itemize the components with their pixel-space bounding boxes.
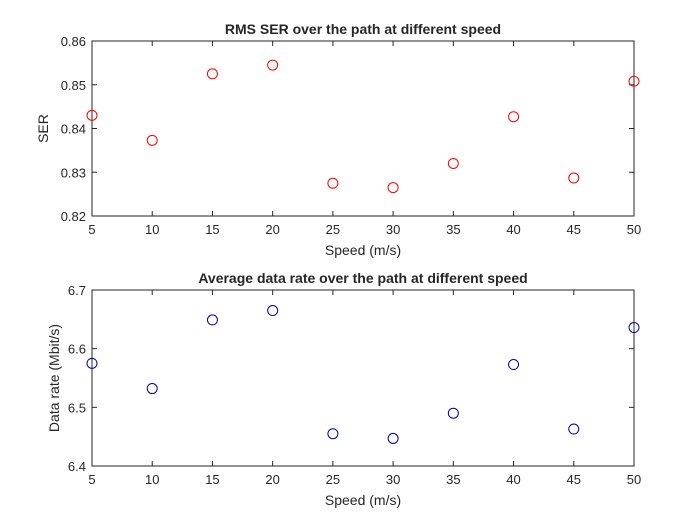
data-point bbox=[508, 111, 520, 123]
data-point bbox=[447, 158, 459, 169]
subplot-1: 5 10 15 20 25 30 35 40 45 50 0.82 0.83 0.84 0.85 0.86 R… bbox=[35, 21, 641, 258]
x-tick-label: 10 bbox=[145, 222, 159, 237]
y-tick-label: 6.5 bbox=[68, 400, 86, 415]
chart-title: RMS SER over the path at different speed bbox=[225, 21, 501, 37]
data-point bbox=[568, 423, 580, 435]
y-tick-label: 0.85 bbox=[61, 78, 86, 93]
x-tick-label: 20 bbox=[265, 472, 279, 487]
data-point bbox=[327, 177, 339, 189]
data-point bbox=[508, 359, 520, 371]
x-tick-label: 50 bbox=[627, 222, 641, 237]
x-tick-label: 15 bbox=[205, 222, 219, 237]
x-tick-label: 25 bbox=[326, 472, 340, 487]
x-tick-label: 30 bbox=[386, 472, 400, 487]
x-axis-label: Speed (m/s) bbox=[325, 242, 401, 258]
data-point bbox=[267, 305, 279, 317]
x-tick-label: 40 bbox=[506, 472, 520, 487]
subplot-2: 5 10 15 20 25 30 35 40 45 50 6.4 6.5 6.6 6.7 Average d… bbox=[46, 270, 641, 508]
data-point bbox=[447, 407, 459, 419]
data-point bbox=[387, 182, 399, 194]
x-tick-label: 25 bbox=[326, 222, 340, 237]
y-tick-label: 0.82 bbox=[61, 209, 86, 224]
x-tick-label: 50 bbox=[627, 472, 641, 487]
plot-area bbox=[91, 289, 635, 467]
data-point bbox=[146, 383, 158, 395]
x-tick-label: 35 bbox=[446, 222, 460, 237]
data-point bbox=[206, 68, 218, 80]
y-tick-label: 0.86 bbox=[61, 34, 86, 49]
x-tick-label: 5 bbox=[88, 222, 95, 237]
data-point bbox=[146, 134, 158, 146]
x-tick-label: 30 bbox=[386, 222, 400, 237]
y-axis-label: Data rate (Mbit/s) bbox=[46, 324, 62, 432]
x-tick-label: 15 bbox=[205, 472, 219, 487]
y-tick-label: 6.6 bbox=[68, 342, 86, 357]
chart-title: Average data rate over the path at diffe… bbox=[198, 270, 527, 286]
x-tick-label: 5 bbox=[88, 472, 95, 487]
y-tick-label: 6.4 bbox=[68, 459, 86, 474]
data-point bbox=[86, 109, 98, 121]
data-point bbox=[628, 75, 640, 87]
x-tick-label: 35 bbox=[446, 472, 460, 487]
y-tick-label: 0.83 bbox=[61, 165, 86, 180]
y-tick-label: 0.84 bbox=[61, 122, 86, 137]
data-point bbox=[206, 314, 218, 326]
y-tick-label: 6.7 bbox=[68, 283, 86, 298]
x-tick-label: 40 bbox=[506, 222, 520, 237]
data-point bbox=[628, 322, 640, 334]
data-point bbox=[86, 357, 98, 369]
x-tick-label: 45 bbox=[567, 472, 581, 487]
x-axis-label: Speed (m/s) bbox=[325, 492, 401, 508]
x-tick-label: 20 bbox=[265, 222, 279, 237]
plot-area bbox=[91, 40, 635, 217]
x-tick-label: 10 bbox=[145, 472, 159, 487]
data-point bbox=[327, 428, 339, 440]
x-tick-label: 45 bbox=[567, 222, 581, 237]
data-point bbox=[387, 432, 399, 444]
data-point bbox=[267, 59, 279, 71]
y-axis-label: SER bbox=[35, 114, 51, 143]
data-point bbox=[568, 172, 580, 184]
